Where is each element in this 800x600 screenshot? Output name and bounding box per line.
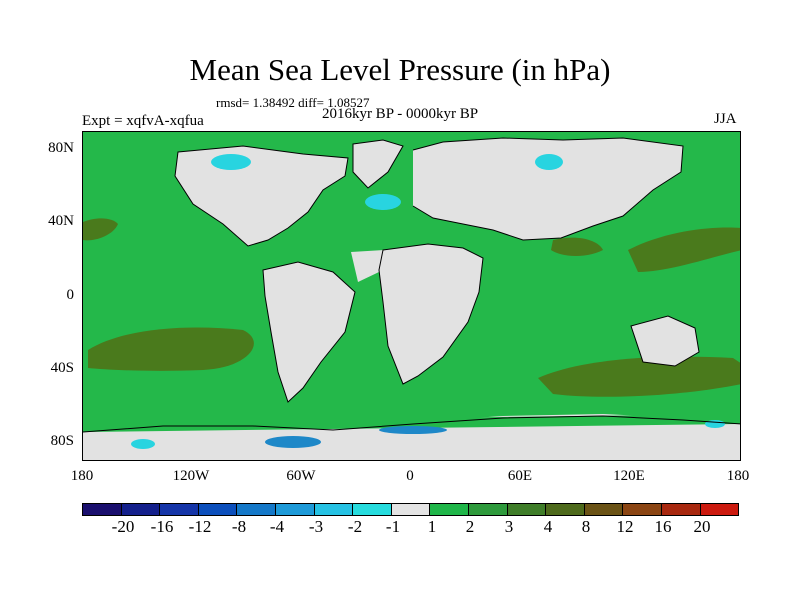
negative-anomaly-north-atlantic (365, 194, 401, 210)
colorbar-label: -3 (308, 517, 324, 536)
negative-anomaly-antarctic-far-west (131, 439, 155, 449)
anomaly-band-arabian (551, 237, 603, 256)
anomaly-band-north-pacific (628, 227, 740, 272)
colorbar-swatch (700, 504, 739, 515)
y-tick-label: 0 (66, 287, 75, 303)
colorbar-label: 20 (693, 517, 711, 536)
negative-anomaly-antarctic-east (379, 426, 447, 434)
colorbar-swatch (546, 504, 585, 515)
negative-anomaly-siberia (535, 154, 563, 170)
land-antarctic-coast-band (83, 414, 740, 432)
negative-anomaly-antarctic-west (265, 436, 321, 448)
colorbar-swatch (83, 504, 122, 515)
colorbar-label: 16 (654, 517, 672, 536)
anomaly-band-north-pacific-west (83, 218, 118, 241)
noise-dots-atlantic (398, 270, 420, 306)
land-atlantic-gap (351, 250, 383, 282)
anomaly-map (83, 132, 740, 460)
colorbar-label: 2 (465, 517, 475, 536)
y-tick-label: 40S (50, 360, 74, 376)
coastlines (83, 137, 740, 433)
land-south-america (263, 262, 355, 402)
x-tick-label: 60E (507, 468, 533, 484)
anomaly-band-south-pacific (88, 327, 254, 371)
land-eurasia (413, 138, 683, 240)
colorbar-swatch (198, 504, 238, 515)
land-africa (379, 244, 483, 384)
land-greenland (353, 140, 403, 188)
stats-text: rmsd= 1.38492 diff= 1.08527 (216, 95, 370, 110)
colorbar-swatch (430, 504, 469, 515)
land-north-america (175, 146, 348, 246)
y-tick-label: 80S (50, 433, 74, 449)
x-tick-label: 0 (406, 468, 414, 484)
colorbar (82, 503, 739, 516)
negative-anomaly-canada (211, 154, 251, 170)
colorbar-label: 12 (616, 517, 634, 536)
y-tick-label: 80N (48, 140, 74, 156)
experiment-label: Expt = xqfvA-xqfua (82, 113, 204, 129)
colorbar-label: -8 (231, 517, 247, 536)
season-label: JJA (714, 111, 737, 127)
anomaly-band-south-indian (538, 356, 740, 397)
colorbar-label: -16 (150, 517, 174, 536)
colorbar-label: -20 (111, 517, 135, 536)
colorbar-label: -2 (347, 517, 363, 536)
colorbar-swatch (121, 504, 161, 515)
colorbar-label: 1 (427, 517, 437, 536)
y-tick-label: 40N (48, 213, 74, 229)
colorbar-swatch (314, 504, 354, 515)
colorbar-swatch (623, 504, 662, 515)
map-panel (82, 131, 741, 461)
colorbar-swatch (160, 504, 199, 515)
colorbar-label: 4 (543, 517, 553, 536)
colorbar-swatch (584, 504, 624, 515)
colorbar-swatch (275, 504, 315, 515)
colorbar-swatch (353, 504, 392, 515)
colorbar-label: 8 (581, 517, 591, 536)
colorbar-swatch (507, 504, 547, 515)
colorbar-label: 3 (504, 517, 514, 536)
colorbar-swatch (391, 504, 431, 515)
x-tick-label: 60W (286, 468, 316, 484)
colorbar-label: -12 (188, 517, 212, 536)
colorbar-label: -4 (269, 517, 285, 536)
land-australia (631, 316, 699, 366)
colorbar-swatch (661, 504, 701, 515)
x-tick-label: 120W (172, 468, 210, 484)
period-label: 2016kyr BP - 0000kyr BP (321, 106, 479, 122)
colorbar-swatch (237, 504, 276, 515)
x-tick-label: 180 (726, 468, 750, 484)
x-tick-label: 180 (70, 468, 94, 484)
colorbar-swatch (468, 504, 508, 515)
colorbar-label: -1 (385, 517, 401, 536)
plot-title: Mean Sea Level Pressure (in hPa) (189, 52, 611, 87)
x-tick-label: 120E (613, 468, 645, 484)
